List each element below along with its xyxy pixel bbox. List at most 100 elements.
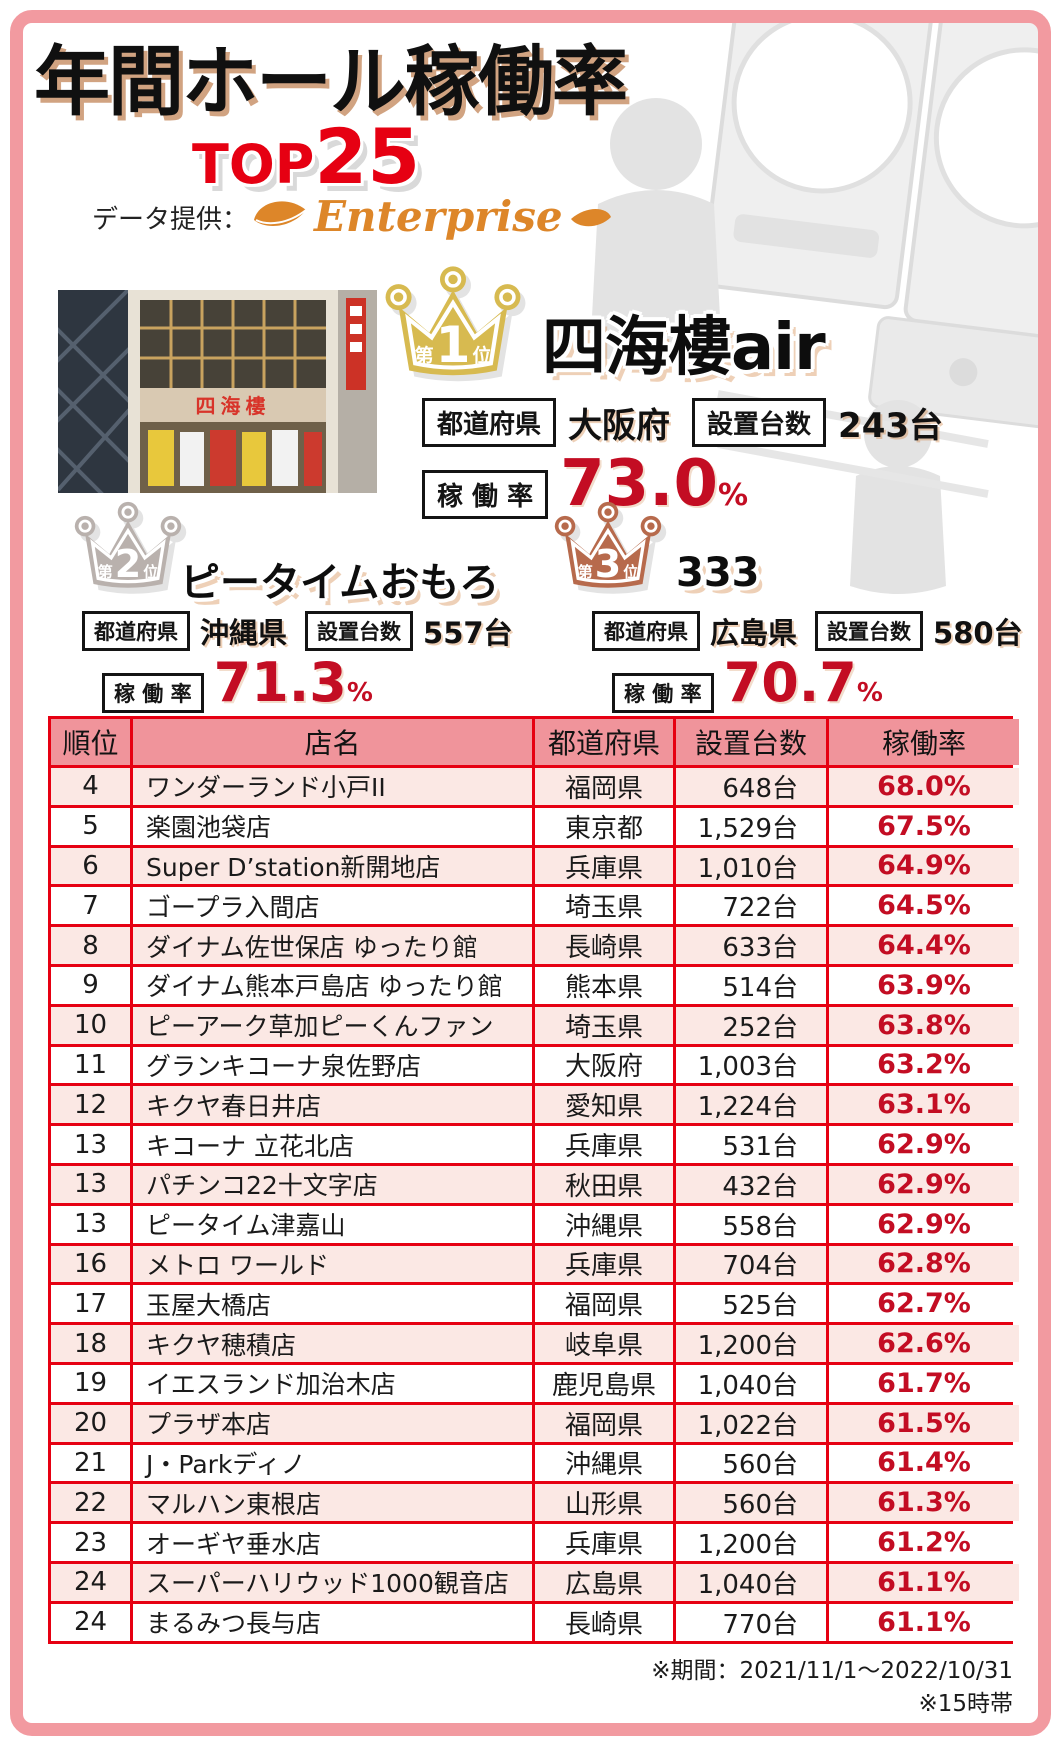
rank-cell: 24 — [51, 1563, 130, 1601]
store-name-cell: スーパーハリウッド1000観音店 — [133, 1563, 532, 1601]
store-name-cell: Super D’station新開地店 — [133, 847, 532, 885]
prefecture-value: 沖縄県 — [200, 616, 288, 650]
rate-cell: 68.0% — [829, 768, 1019, 805]
store-name-cell: メトロ ワールド — [133, 1245, 532, 1283]
store-name-cell: ゴープラ入間店 — [133, 887, 532, 925]
store-name-cell: マルハン東根店 — [133, 1484, 532, 1522]
prefecture-cell: 広島県 — [535, 1563, 673, 1601]
rank-cell: 8 — [51, 927, 130, 964]
prefecture-cell: 埼玉県 — [535, 887, 673, 925]
store-name-cell: オーギヤ垂水店 — [133, 1524, 532, 1561]
footnotes: ※期間：2021/11/1～2022/10/31 ※15時帯 — [651, 1655, 1013, 1722]
rate-cell: 61.1% — [829, 1603, 1019, 1641]
prefecture-cell: 熊本県 — [535, 966, 673, 1004]
rate-cell: 62.9% — [829, 1126, 1019, 1163]
footnote-period: ※期間：2021/11/1～2022/10/31 — [651, 1658, 1013, 1684]
rank-prefix: 第 — [577, 563, 593, 582]
machine-count-cell: 633台 — [676, 927, 826, 964]
column-header-store: 店名 — [133, 719, 532, 765]
machine-count-cell: 770台 — [676, 1603, 826, 1641]
prefecture-cell: 大阪府 — [535, 1046, 673, 1084]
rank-cell: 13 — [51, 1165, 130, 1203]
third-place-crown: 第 3 位 — [552, 500, 664, 597]
rank-suffix: 位 — [623, 563, 639, 582]
store-name-cell: ワンダーランド小戸II — [133, 768, 532, 805]
rate-value: 73.0 — [560, 447, 719, 521]
store-name-cell: ダイナム熊本戸島店 ゆったり館 — [133, 966, 532, 1004]
column-header-rate: 稼働率 — [829, 719, 1019, 765]
rank-number: 1 — [435, 315, 471, 374]
store-name-cell: キコーナ 立花北店 — [133, 1126, 532, 1163]
rank-number: 3 — [594, 542, 622, 587]
rate-cell: 61.2% — [829, 1524, 1019, 1561]
rank-cell: 17 — [51, 1285, 130, 1323]
enterprise-logo-text: Enterprise — [314, 192, 563, 241]
rank-cell: 24 — [51, 1603, 130, 1641]
machine-count-cell: 560台 — [676, 1444, 826, 1482]
rate-label: 稼 働 率 — [422, 470, 549, 519]
leaf-tail-icon — [570, 209, 611, 227]
store-name-cell: グランキコーナ泉佐野店 — [133, 1046, 532, 1084]
rate-label: 稼 働 率 — [612, 673, 714, 713]
prefecture-value: 広島県 — [710, 616, 798, 650]
store-name-cell: イエスランド加治木店 — [133, 1364, 532, 1402]
rate-value: 70.7 — [723, 651, 857, 714]
data-credit: データ提供： Enterprise — [92, 196, 613, 238]
machine-count-cell: 1,200台 — [676, 1325, 826, 1362]
first-place-rank: 第 1 位 — [382, 320, 524, 370]
prefecture-cell: 兵庫県 — [535, 1126, 673, 1163]
machine-count-cell: 514台 — [676, 966, 826, 1004]
store-name-cell: ダイナム佐世保店 ゆったり館 — [133, 927, 532, 964]
prefecture-cell: 福岡県 — [535, 768, 673, 805]
store-name-cell: ピーアーク草加ピーくんファン — [133, 1006, 532, 1044]
machine-count-cell: 432台 — [676, 1165, 826, 1203]
prefecture-cell: 沖縄県 — [535, 1205, 673, 1243]
rank-suffix: 位 — [472, 344, 492, 367]
rate-cell: 62.7% — [829, 1285, 1019, 1323]
footnote-timeslot: ※15時帯 — [918, 1691, 1013, 1718]
storefront-photo: 四海樓 — [58, 290, 377, 493]
rank-cell: 22 — [51, 1484, 130, 1522]
rank-cell: 13 — [51, 1126, 130, 1163]
rank-prefix: 第 — [414, 344, 434, 367]
rate-cell: 61.1% — [829, 1563, 1019, 1601]
machine-count-cell: 1,003台 — [676, 1046, 826, 1084]
top-number: 25 — [314, 112, 421, 201]
percent-sign: % — [346, 678, 373, 708]
page-title: 年間ホール稼働率 — [34, 37, 628, 126]
column-header-machines: 設置台数 — [676, 719, 826, 765]
rank-cell: 20 — [51, 1404, 130, 1442]
rank-cell: 7 — [51, 887, 130, 925]
ranking-table: 順位 店名 都道府県 設置台数 稼働率 4 ワンダーランド小戸II 福岡県 648台 6… — [48, 716, 1019, 1644]
rate-cell: 62.9% — [829, 1205, 1019, 1243]
machine-count-cell: 531台 — [676, 1126, 826, 1163]
percent-sign: % — [718, 478, 749, 513]
machine-count-cell: 558台 — [676, 1205, 826, 1243]
rank-number: 2 — [114, 542, 142, 587]
credit-label: データ提供： — [92, 204, 249, 235]
prefecture-cell: 沖縄県 — [535, 1444, 673, 1482]
store-name-cell: プラザ本店 — [133, 1404, 532, 1442]
prefecture-cell: 福岡県 — [535, 1404, 673, 1442]
rate-cell: 62.6% — [829, 1325, 1019, 1362]
machine-count-cell: 525台 — [676, 1285, 826, 1323]
rate-cell: 62.9% — [829, 1165, 1019, 1203]
prefecture-cell: 兵庫県 — [535, 1524, 673, 1561]
prefecture-cell: 愛知県 — [535, 1086, 673, 1124]
rate-cell: 64.4% — [829, 927, 1019, 964]
rate-cell: 61.7% — [829, 1364, 1019, 1402]
column-header-rank: 順位 — [51, 719, 130, 765]
store-name-cell: まるみつ長与店 — [133, 1603, 532, 1641]
prefecture-label: 都道府県 — [422, 398, 557, 447]
rate-cell: 63.2% — [829, 1046, 1019, 1084]
prefecture-cell: 岐阜県 — [535, 1325, 673, 1362]
machine-count-cell: 648台 — [676, 768, 826, 805]
first-place-rate: 稼 働 率 73.0 % — [422, 452, 748, 519]
store-name-cell: パチンコ22十文字店 — [133, 1165, 532, 1203]
prefecture-cell: 山形県 — [535, 1484, 673, 1522]
machine-count-cell: 1,529台 — [676, 807, 826, 845]
rate-cell: 67.5% — [829, 807, 1019, 845]
machine-count-cell: 1,224台 — [676, 1086, 826, 1124]
rank-prefix: 第 — [97, 563, 113, 582]
second-place-rank: 第 2 位 — [72, 545, 184, 583]
